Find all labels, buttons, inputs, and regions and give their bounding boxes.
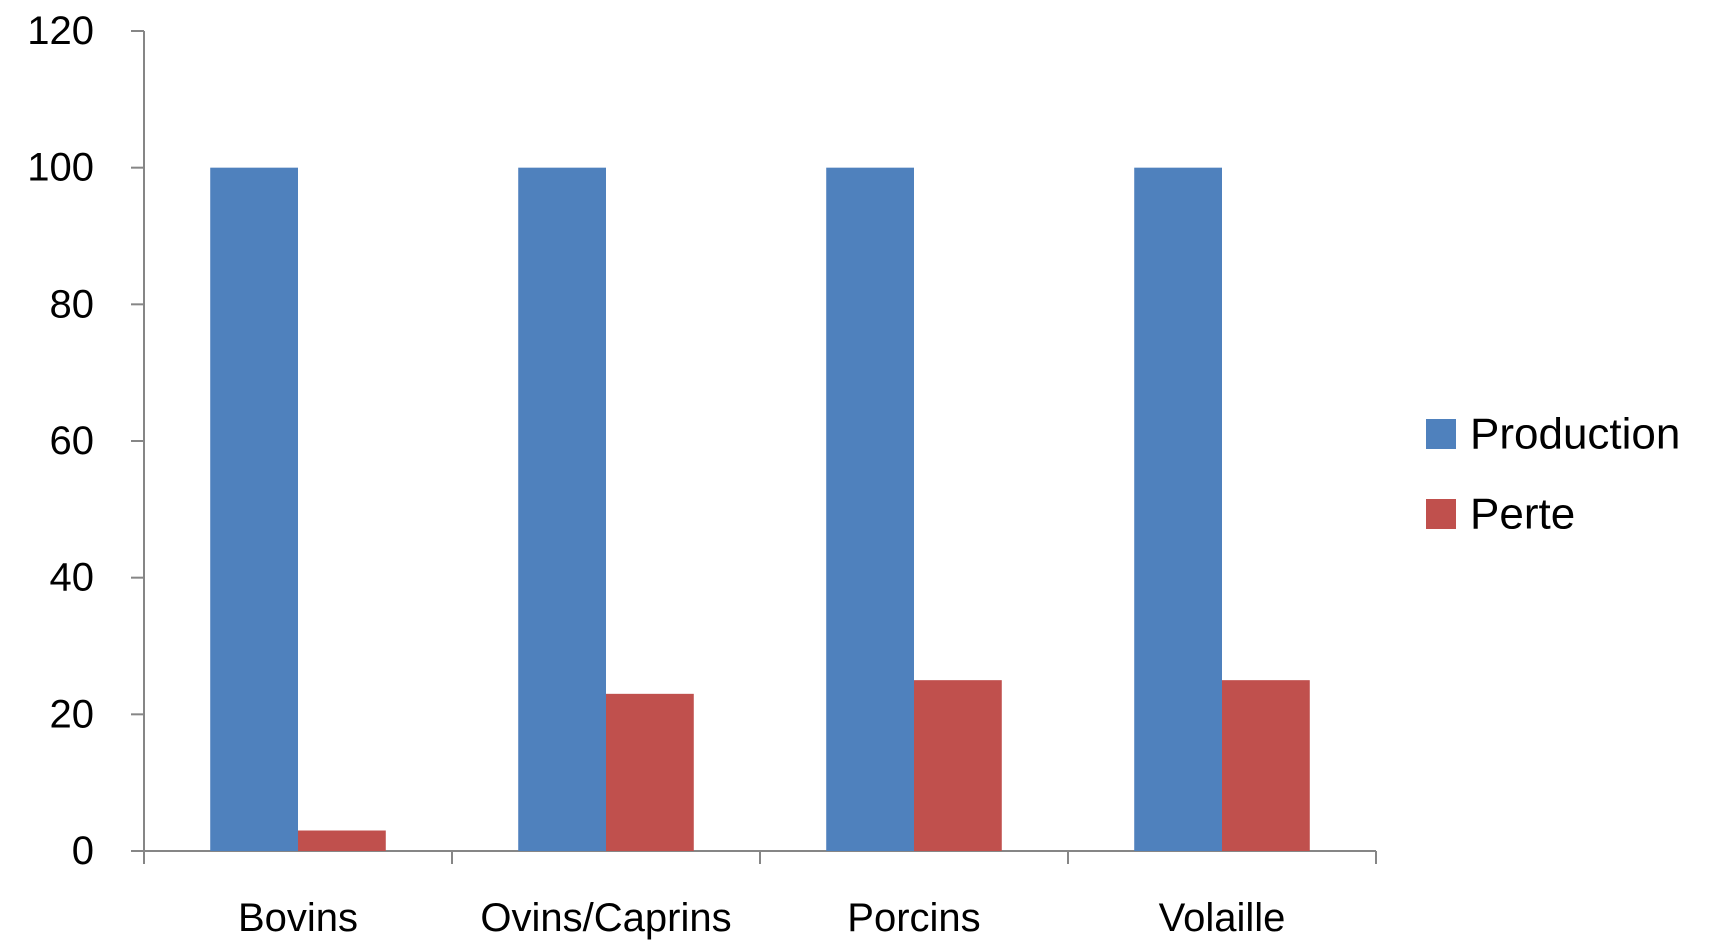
legend-swatch-perte	[1426, 499, 1456, 529]
bar-production-bovins	[210, 167, 298, 851]
x-axis: Bovins Ovins/Caprins Porcins Volaille	[143, 850, 1377, 940]
y-tick-label: 60	[50, 419, 95, 463]
bar-perte-porcins	[914, 680, 1002, 851]
y-tick-label: 40	[50, 556, 95, 600]
x-category-label: Porcins	[847, 896, 980, 940]
legend-swatch-production	[1426, 419, 1456, 449]
y-tick-label: 100	[27, 146, 94, 190]
bar-perte-bovins	[298, 830, 386, 851]
bar-production-volaille	[1134, 167, 1222, 851]
x-category-label: Volaille	[1159, 896, 1286, 940]
y-tick-label: 80	[50, 282, 95, 326]
y-axis: 0 20 40 60 80 100 120	[27, 9, 145, 873]
bar-production-ovins-caprins	[518, 167, 606, 851]
bar-perte-ovins-caprins	[606, 693, 694, 851]
x-category-label: Ovins/Caprins	[480, 896, 731, 940]
bar-perte-volaille	[1222, 680, 1310, 851]
bar-production-porcins	[826, 167, 914, 851]
legend-label-perte: Perte	[1470, 490, 1575, 539]
y-tick-label: 0	[72, 829, 94, 873]
legend-label-production: Production	[1470, 410, 1680, 459]
x-category-label: Bovins	[238, 896, 358, 940]
y-tick-label: 20	[50, 692, 95, 736]
legend: Production Perte	[1426, 410, 1680, 539]
bars	[210, 167, 1310, 851]
y-tick-label: 120	[27, 9, 94, 53]
